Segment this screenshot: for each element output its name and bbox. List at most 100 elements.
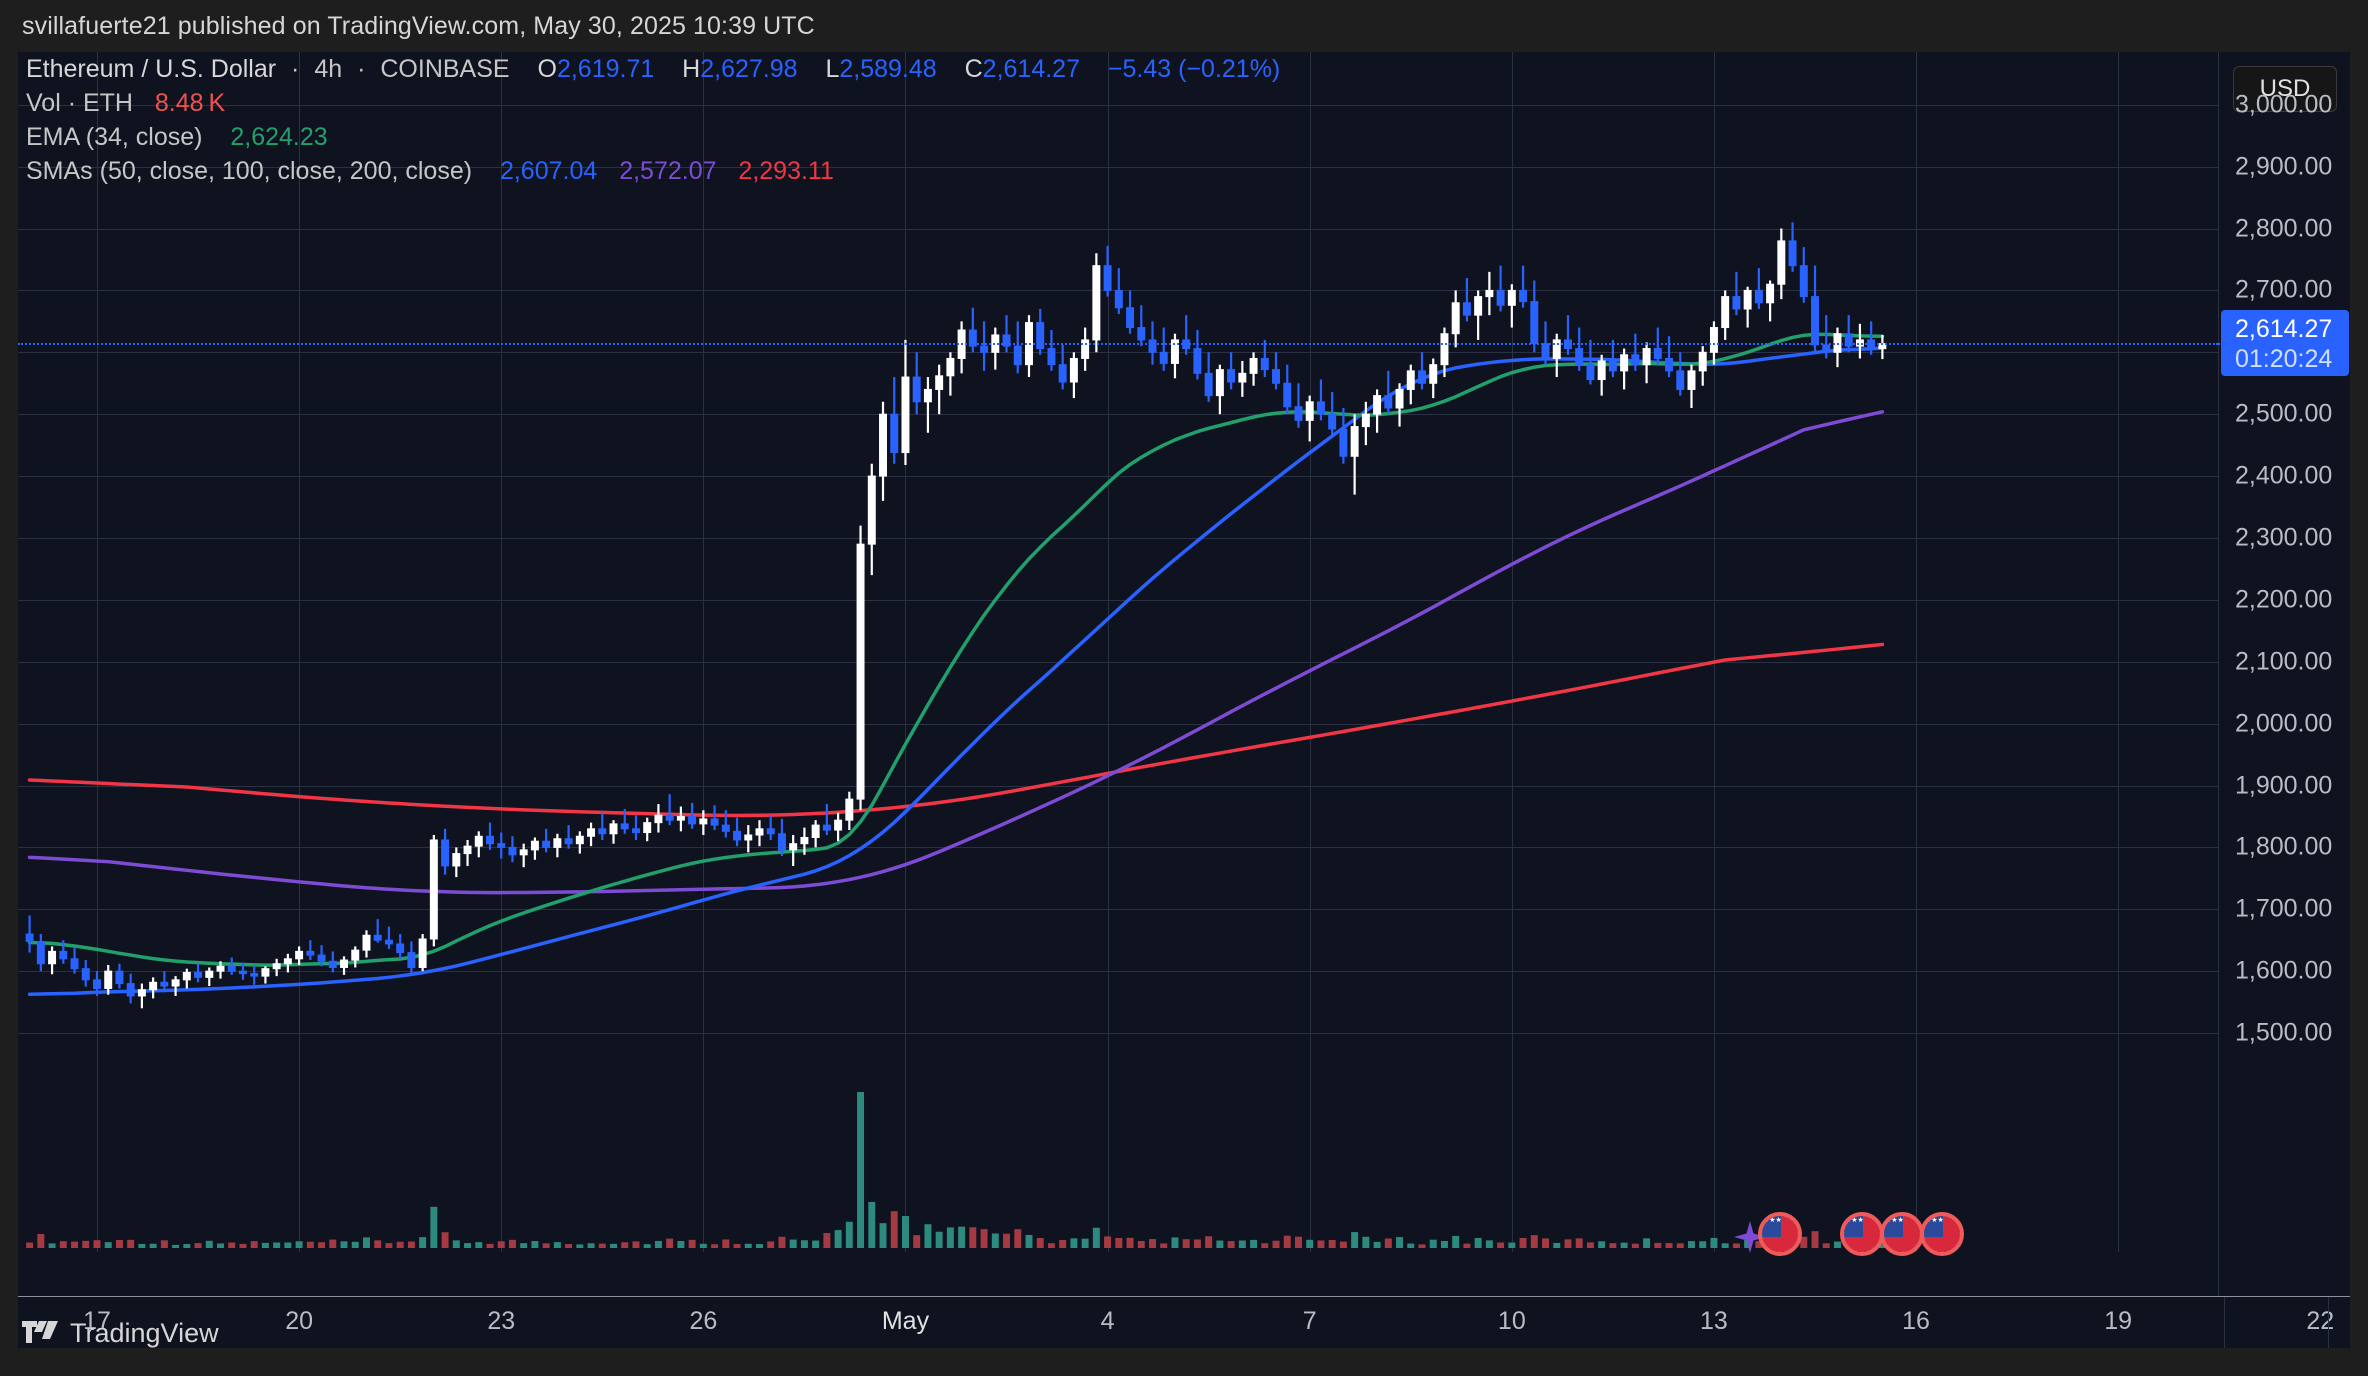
- us-flag-icon: ★★★★★★★★★★★★★★★★★★: [1762, 1216, 1798, 1252]
- grid-line-horizontal: [18, 661, 2218, 663]
- price-axis-tick: 2,300.00: [2235, 523, 2333, 552]
- flag-stripe: [1924, 1246, 1960, 1252]
- low-key: L: [825, 55, 840, 83]
- legend-row-volume[interactable]: Vol · ETH 8.48 K: [26, 86, 1280, 120]
- grid-line-horizontal: [18, 228, 2218, 230]
- price-axis-tick: 2,400.00: [2235, 461, 2333, 490]
- flag-stripe: [1844, 1236, 1880, 1242]
- economic-event-marker-us-flag-icon[interactable]: ★★★★★★★★★★★★★★★★★★: [1758, 1212, 1802, 1256]
- bar-countdown: 01:20:24: [2235, 345, 2333, 374]
- flag-canton: ★★★★★★★★★★★★★★★★★★: [1844, 1216, 1864, 1237]
- flag-stripe: [1924, 1241, 1960, 1247]
- plot-area[interactable]: [18, 52, 2218, 1252]
- economic-event-marker-us-flag-icon[interactable]: ★★★★★★★★★★★★★★★★★★: [1880, 1212, 1924, 1256]
- time-axis-tick: 10: [1497, 1307, 1526, 1335]
- grid-line-horizontal: [18, 414, 2218, 416]
- economic-event-marker-us-flag-icon[interactable]: ★★★★★★★★★★★★★★★★★★: [1920, 1212, 1964, 1256]
- grid-line-vertical: [905, 52, 906, 1252]
- grid-line-horizontal: [18, 599, 2218, 601]
- chart-panel[interactable]: Ethereum / U.S. Dollar · 4h · COINBASE O…: [18, 52, 2350, 1296]
- flag-stripe: [1924, 1236, 1960, 1242]
- exchange-label[interactable]: COINBASE: [380, 55, 510, 83]
- time-axis-tick: 23: [487, 1307, 516, 1335]
- time-axis-tick: 7: [1302, 1307, 1317, 1335]
- grid-line-horizontal: [18, 909, 2218, 911]
- open-key: O: [537, 55, 557, 83]
- grid-line-vertical: [97, 52, 98, 1252]
- time-axis-tick: 13: [1700, 1307, 1728, 1335]
- time-axis-tick: 20: [285, 1307, 313, 1335]
- grid-line-vertical: [2118, 52, 2119, 1252]
- tradingview-logo[interactable]: TradingView: [22, 1318, 219, 1349]
- legend-row-ema[interactable]: EMA (34, close) 2,624.23: [26, 120, 1280, 154]
- current-price-line-stub: [2218, 343, 2232, 346]
- time-axis-separator: [2224, 1297, 2225, 1349]
- time-scale[interactable]: 17202326May4710131619222528Jun4710: [18, 1296, 2350, 1349]
- low-value: 2,589.48: [839, 55, 937, 83]
- grid-line-horizontal: [18, 1033, 2218, 1035]
- price-axis-tick: 1,700.00: [2235, 894, 2333, 923]
- grid-line-horizontal: [18, 476, 2218, 478]
- grid-line-vertical: [1916, 52, 1917, 1252]
- grid-line-horizontal: [18, 723, 2218, 725]
- footer-bar: [0, 1348, 2368, 1376]
- grid-line-horizontal: [18, 785, 2218, 787]
- idea-sparkle-icon[interactable]: [1733, 1220, 1767, 1254]
- legend-row-smas[interactable]: SMAs (50, close, 100, close, 200, close)…: [26, 154, 1280, 188]
- smas-label[interactable]: SMAs (50, close, 100, close, 200, close): [26, 157, 473, 185]
- grid-line-vertical: [1512, 52, 1513, 1252]
- flag-stripe: [1884, 1236, 1920, 1242]
- close-key: C: [964, 55, 983, 83]
- price-chart-canvas: [25, 222, 1887, 1248]
- price-axis-tick: 1,900.00: [2235, 771, 2333, 799]
- flag-stripe: [1762, 1236, 1798, 1242]
- price-axis-tick: 2,500.00: [2235, 399, 2333, 428]
- grid-line-horizontal: [18, 352, 2218, 354]
- ema-label[interactable]: EMA (34, close): [26, 123, 203, 151]
- legend-separator-2: ·: [357, 55, 366, 83]
- time-axis-tick: 16: [1902, 1307, 1930, 1335]
- price-axis-tick: 2,200.00: [2235, 585, 2333, 614]
- currency-badge[interactable]: USD: [2233, 66, 2337, 112]
- price-axis-tick: 2,700.00: [2235, 275, 2333, 304]
- legend-row-ohlc[interactable]: Ethereum / U.S. Dollar · 4h · COINBASE O…: [26, 52, 1280, 86]
- price-axis-tick: 2,100.00: [2235, 647, 2333, 676]
- grid-line-horizontal: [18, 847, 2218, 849]
- symbol-name[interactable]: Ethereum / U.S. Dollar: [26, 55, 277, 83]
- price-axis-tick: 3,000.00: [2235, 90, 2333, 119]
- ema-value: 2,624.23: [230, 123, 328, 151]
- volume-value: 8.48 K: [154, 89, 226, 117]
- legend-separator-1: ·: [291, 55, 300, 83]
- current-price-badge: 2,614.27 01:20:24: [2221, 310, 2349, 377]
- grid-line-horizontal: [18, 971, 2218, 973]
- grid-line-vertical: [1310, 52, 1311, 1252]
- time-axis-tick: May: [881, 1307, 930, 1335]
- price-axis-tick: 2,900.00: [2235, 152, 2333, 181]
- time-axis-tick: 22: [2306, 1307, 2335, 1335]
- price-axis-tick: 1,600.00: [2235, 956, 2333, 985]
- flag-stripe: [1762, 1246, 1798, 1252]
- tradingview-brand-label: TradingView: [70, 1318, 219, 1348]
- grid-line-vertical: [501, 52, 502, 1252]
- us-flag-icon: ★★★★★★★★★★★★★★★★★★: [1924, 1216, 1960, 1252]
- grid-line-vertical: [703, 52, 704, 1252]
- sma50-value: 2,607.04: [499, 157, 598, 185]
- volume-label[interactable]: Vol · ETH: [26, 89, 133, 117]
- grid-line-vertical: [1108, 52, 1109, 1252]
- price-change: −5.43 (−0.21%): [1107, 55, 1281, 83]
- flag-canton: ★★★★★★★★★★★★★★★★★★: [1762, 1216, 1782, 1237]
- time-axis-tick: 26: [689, 1307, 718, 1335]
- flag-stripe: [1884, 1246, 1920, 1252]
- flag-stripe: [1844, 1246, 1880, 1252]
- price-scale[interactable]: USD 3,000.002,900.002,800.002,700.002,60…: [2218, 52, 2350, 1296]
- economic-event-marker-us-flag-icon[interactable]: ★★★★★★★★★★★★★★★★★★: [1840, 1212, 1884, 1256]
- us-flag-icon: ★★★★★★★★★★★★★★★★★★: [1884, 1216, 1920, 1252]
- grid-line-horizontal: [18, 104, 2218, 106]
- grid-line-vertical: [299, 52, 300, 1252]
- interval-label[interactable]: 4h: [314, 55, 343, 83]
- tradingview-mark-icon: [22, 1320, 58, 1343]
- sma100-value: 2,572.07: [619, 157, 717, 185]
- high-key: H: [682, 55, 701, 83]
- chart-legend: Ethereum / U.S. Dollar · 4h · COINBASE O…: [26, 52, 1280, 188]
